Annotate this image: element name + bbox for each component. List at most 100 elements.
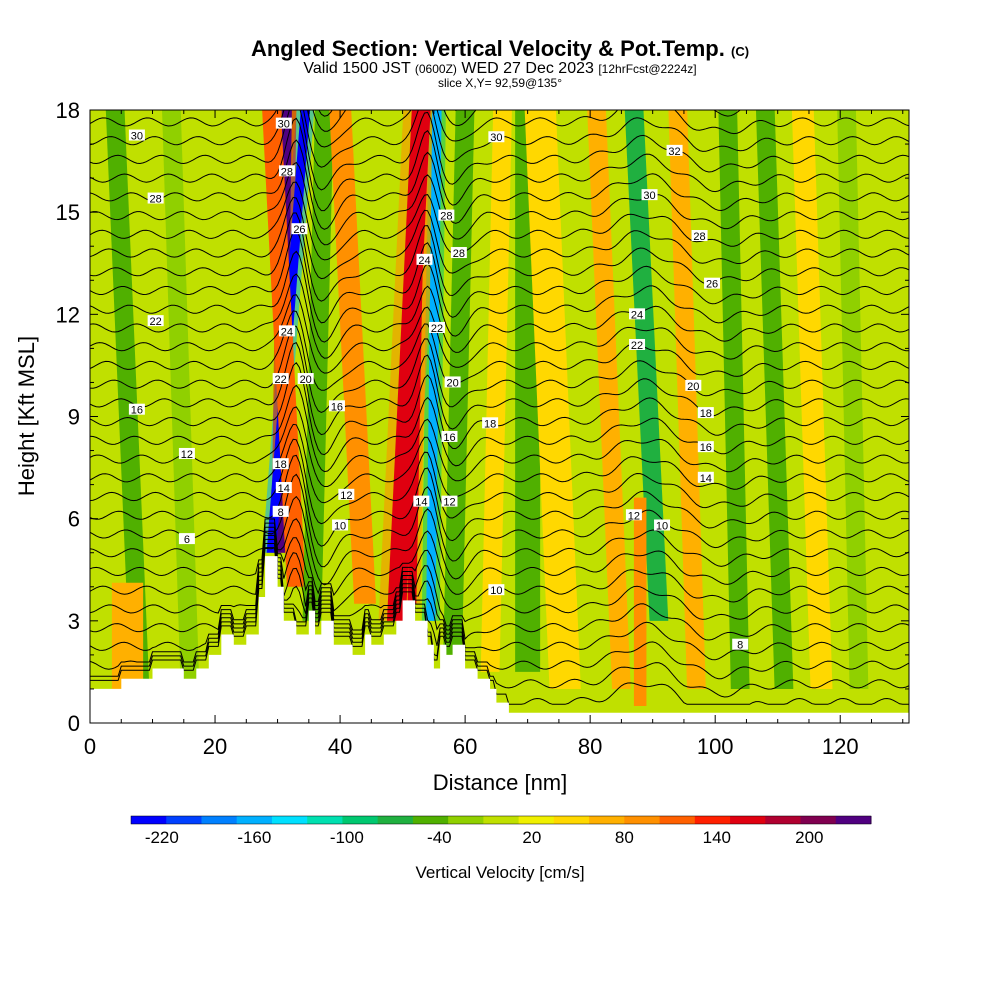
x-tick-label: 60 — [453, 734, 477, 759]
isentrope — [90, 438, 909, 525]
colorbar-tick-label: 20 — [522, 828, 542, 847]
x-tick-label: 20 — [203, 734, 227, 759]
colorbar-tick-label: 200 — [795, 828, 824, 847]
colorbar-swatch — [342, 816, 379, 824]
contour-label-box — [332, 519, 349, 531]
contour-label: 26 — [293, 224, 305, 236]
contour-label-box — [691, 230, 708, 242]
chart-slice-info: slice X,Y= 92,59@135° — [437, 76, 563, 90]
isentrope — [90, 250, 909, 343]
contour-label: 16 — [131, 405, 143, 417]
isentrope — [90, 362, 909, 456]
contour-label: 12 — [628, 510, 640, 522]
colorbar-swatch — [201, 816, 238, 824]
colorbar-swatch — [800, 816, 837, 824]
isentrope — [90, 538, 909, 680]
isentrope — [90, 518, 909, 597]
contour-label: 6 — [184, 534, 190, 546]
contour-label-box — [272, 505, 289, 517]
contour-label: 16 — [331, 401, 343, 413]
velocity-band — [162, 110, 200, 689]
colorbar — [130, 815, 872, 825]
chart-subtitle: Valid 1500 JST (0600Z) WED 27 Dec 2023 [… — [303, 60, 697, 77]
contour-label: 22 — [631, 340, 643, 352]
contour-label-box — [697, 441, 714, 453]
contour-label-box — [178, 447, 195, 459]
contour-label-box — [488, 584, 505, 596]
colorbar-swatch — [166, 816, 202, 824]
contour-label-box — [654, 519, 671, 531]
isentrope — [90, 139, 909, 230]
contour-label-box — [625, 509, 642, 521]
velocity-band — [426, 110, 442, 621]
colorbar-swatch — [412, 816, 449, 824]
y-tick-label: 0 — [68, 711, 80, 736]
colorbar-tick-label: 80 — [614, 828, 634, 847]
contour-label-box — [128, 129, 145, 141]
contour-label-box — [416, 253, 433, 265]
contour-label-box — [413, 495, 430, 507]
velocity-band — [105, 110, 150, 689]
isentrope — [90, 229, 909, 324]
contour-label: 24 — [631, 309, 643, 321]
y-tick-label: 15 — [56, 200, 80, 225]
isentrope — [90, 342, 909, 436]
isentrope — [90, 110, 909, 191]
isentrope — [90, 495, 909, 586]
contour-label: 24 — [418, 255, 430, 267]
colorbar-tick-label: -220 — [144, 828, 179, 847]
contour-label: 14 — [700, 473, 712, 485]
isentrope — [90, 294, 909, 374]
contour-label-box — [272, 373, 289, 385]
contour-label: 22 — [275, 374, 287, 386]
colorbar-swatch — [131, 816, 167, 824]
velocity-band — [718, 110, 750, 689]
contour-label-box — [441, 495, 458, 507]
contour-label-box — [275, 482, 292, 494]
x-tick-label: 100 — [697, 734, 734, 759]
colorbar-tick-label: 140 — [702, 828, 732, 847]
isentrope — [90, 310, 909, 391]
contour-label: 14 — [278, 483, 290, 495]
contour-label-box — [732, 638, 749, 650]
contour-label: 28 — [150, 194, 162, 206]
contour-label-box — [441, 430, 458, 442]
colorbar-swatch — [307, 816, 343, 824]
isentrope — [90, 530, 909, 641]
contour-label: 30 — [278, 119, 290, 131]
contour-label: 28 — [453, 248, 465, 260]
contour-label: 30 — [131, 131, 143, 143]
contour-label-box — [178, 533, 195, 545]
contour-label: 12 — [443, 497, 455, 509]
contour-label-box — [629, 338, 646, 350]
colorbar-frame — [130, 815, 872, 825]
contour-label: 28 — [281, 166, 293, 178]
colorbar-swatch — [589, 816, 625, 824]
x-tick-label: 0 — [84, 734, 96, 759]
contour-label: 22 — [150, 316, 162, 328]
isentrope — [90, 110, 909, 148]
colorbar-swatch — [553, 816, 590, 824]
x-axis-label: Distance [nm] — [433, 770, 568, 795]
velocity-band — [480, 110, 512, 672]
velocity-band — [302, 110, 334, 621]
isentrope — [90, 181, 909, 261]
x-tick-label: 40 — [328, 734, 352, 759]
contour-label: 10 — [334, 520, 346, 532]
contour-label-box — [338, 488, 355, 500]
contour-label-box — [629, 308, 646, 320]
isentrope — [90, 406, 909, 487]
isentrope — [90, 161, 909, 246]
isentrope — [90, 196, 909, 280]
chart-title: Angled Section: Vertical Velocity & Pot.… — [250, 36, 750, 61]
contour-label: 32 — [668, 146, 680, 158]
contour-label-box — [328, 400, 345, 412]
contour-label: 20 — [446, 377, 458, 389]
y-tick-label: 3 — [68, 609, 80, 634]
contour-label: 12 — [181, 449, 193, 461]
y-tick-label: 6 — [68, 507, 80, 532]
velocity-band — [262, 110, 306, 587]
isentrope — [90, 534, 909, 661]
contour-label: 22 — [431, 323, 443, 335]
contour-label: 12 — [340, 490, 352, 502]
